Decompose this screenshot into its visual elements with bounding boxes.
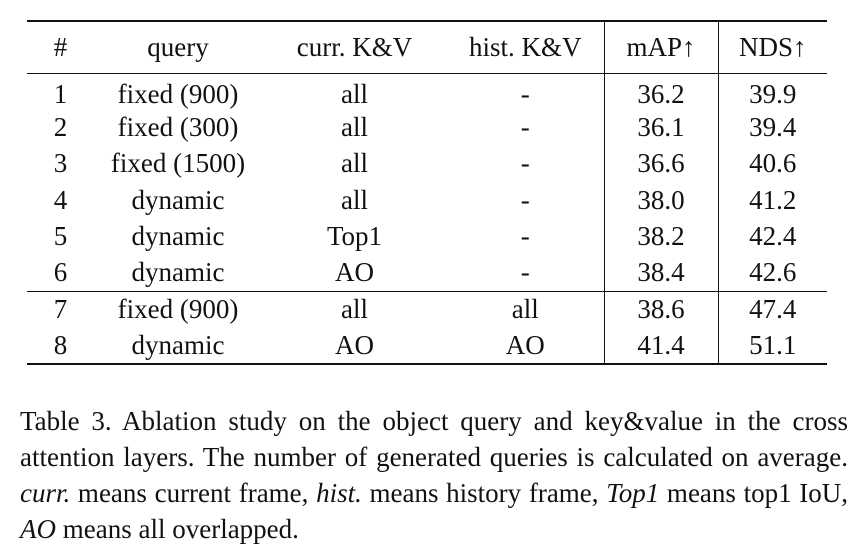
cell-nds: 47.4 [717,290,827,328]
cell-nds: 41.2 [717,182,827,219]
caption-text: Table 3. Ablation study on the object qu… [20,406,848,472]
cell-number: 3 [53,148,68,179]
cell-curr-kv: AO [335,257,374,288]
header-hist-kv: hist. K&V [468,31,582,62]
caption-text: means current frame, [70,478,317,508]
cell-map: 36.6 [603,145,718,183]
table-row: 4 dynamic all - 38.0 41.2 [27,182,827,219]
header-map: mAP↑ [603,21,718,73]
cell-number: 1 [53,78,68,109]
caption-term-curr: curr. [20,478,71,508]
cell-number: 5 [53,221,68,252]
cell-nds: 42.4 [717,218,827,255]
cell-number: 2 [53,112,68,143]
cell-curr-kv: AO [335,329,374,360]
caption-text: means all overlapped. [56,514,299,544]
cell-nds: 39.9 [717,73,827,110]
cell-map: 38.4 [603,254,718,292]
cell-query: fixed (900) [117,78,239,109]
cell-number: 4 [53,184,68,215]
cell-hist-kv: - [520,184,530,215]
cell-map: 38.0 [603,182,718,219]
cell-number: 7 [27,290,94,328]
cell-nds: 39.4 [717,109,827,146]
table-row: 7 fixed (900) all all 38.6 47.4 [27,290,827,328]
caption-term-hist: hist. [316,478,362,508]
cell-nds: 42.6 [717,254,827,292]
cell-query: fixed (300) [117,112,239,143]
cell-map: 38.6 [603,290,718,328]
cell-curr-kv: all [262,290,447,328]
cell-curr-kv: all [341,184,368,215]
caption-term-top1: Top1 [606,478,660,508]
caption-text: means history frame, [361,478,607,508]
cell-map: 36.2 [603,73,718,110]
cell-curr-kv: all [341,148,368,179]
table-header-row: # query curr. K&V hist. K&V mAP↑ NDS↑ [27,21,827,73]
ablation-table-container: # query curr. K&V hist. K&V mAP↑ NDS↑ 1 … [27,20,827,365]
cell-hist-kv: - [520,257,530,288]
cell-query: fixed (900) [94,290,262,328]
cell-map: 41.4 [603,327,718,365]
cell-curr-kv: all [341,78,368,109]
cell-query: dynamic [131,184,225,215]
header-nds: NDS↑ [717,21,827,73]
cell-hist-kv: - [520,221,530,252]
cell-nds: 40.6 [717,145,827,183]
cell-hist-kv: AO [505,329,545,360]
table-row: 2 fixed (300) all - 36.1 39.4 [27,109,827,146]
cell-curr-kv: Top1 [326,221,383,252]
table-row: 1 fixed (900) all - 36.2 39.9 [27,73,827,110]
cell-query: dynamic [131,257,225,288]
caption-term-ao: AO [20,514,56,544]
cell-query: fixed (1500) [110,148,246,179]
table-row: 5 dynamic Top1 - 38.2 42.4 [27,218,827,255]
cell-map: 36.1 [603,109,718,146]
table-row: 6 dynamic AO - 38.4 42.6 [27,254,827,292]
ablation-table: # query curr. K&V hist. K&V mAP↑ NDS↑ 1 … [27,20,827,365]
header-query: query [147,31,209,62]
header-curr-kv: curr. K&V [296,31,413,62]
cell-curr-kv: all [341,112,368,143]
cell-hist-kv: - [520,148,530,179]
cell-query: dynamic [131,221,225,252]
cell-map: 38.2 [603,218,718,255]
table-row: 3 fixed (1500) all - 36.6 40.6 [27,145,827,183]
cell-hist-kv: all [447,290,604,328]
table-row: 8 dynamic AO AO 41.4 51.1 [27,327,827,365]
header-number: # [53,31,68,62]
cell-query: dynamic [131,329,225,360]
table-caption: Table 3. Ablation study on the object qu… [20,403,848,547]
cell-number: 6 [53,257,68,288]
caption-text: means top1 IoU, [659,478,848,508]
cell-hist-kv: - [520,112,530,143]
cell-number: 8 [53,329,68,360]
cell-hist-kv: - [520,78,530,109]
cell-nds: 51.1 [717,327,827,365]
